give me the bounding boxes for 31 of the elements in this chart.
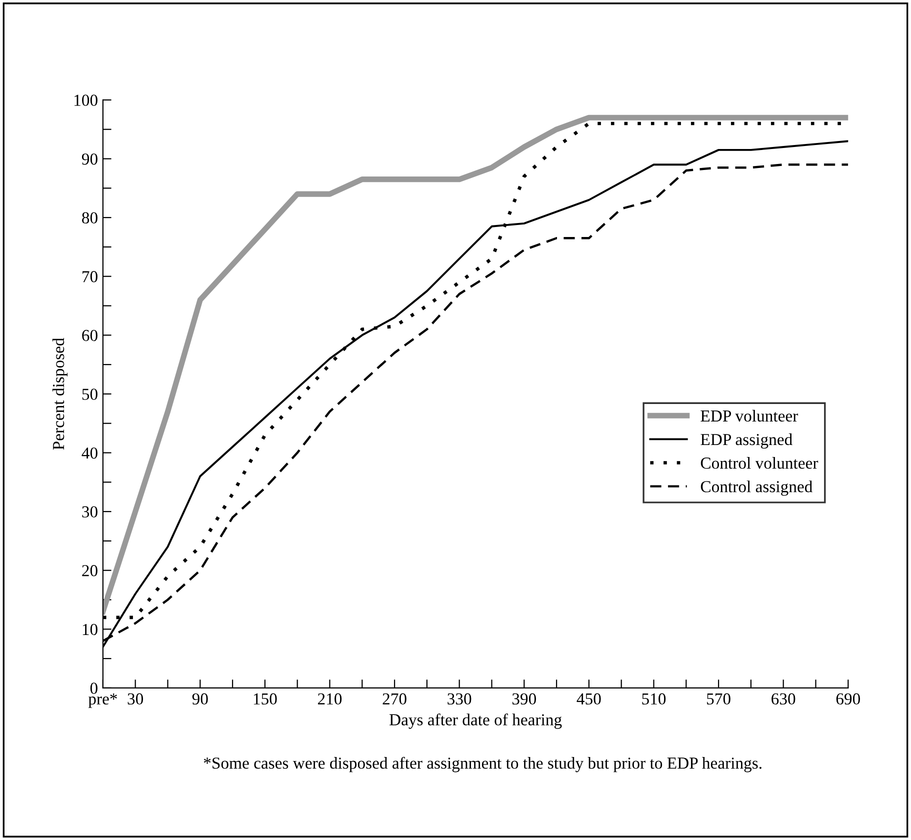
legend-label: EDP volunteer <box>700 410 798 422</box>
legend-label: EDP assigned <box>700 433 792 449</box>
y-tick-label: 10 <box>82 624 98 636</box>
y-tick-label: 80 <box>82 212 98 224</box>
x-tick-label: pre* <box>88 693 117 708</box>
x-tick-label: 630 <box>772 693 796 705</box>
legend-label: Control assigned <box>700 480 812 496</box>
x-tick-label: 30 <box>128 693 144 705</box>
y-tick-label: 30 <box>82 506 98 518</box>
legend-label: Control volunteer <box>700 457 818 469</box>
x-axis-title: Days after date of hearing <box>389 713 562 729</box>
x-tick-label: 90 <box>192 693 208 705</box>
x-tick-label: 510 <box>642 693 666 705</box>
x-tick-label: 450 <box>576 693 601 705</box>
y-tick-label: 100 <box>74 94 98 106</box>
y-tick-label: 60 <box>82 330 98 342</box>
y-tick-label: 20 <box>82 565 98 576</box>
x-tick-label: 690 <box>836 693 860 705</box>
y-tick-label: 40 <box>82 447 98 459</box>
x-tick-label: 150 <box>254 693 277 705</box>
y-tick-label: 50 <box>82 388 98 400</box>
text: *Some cases were disposed after assignment to the study but prior to EDP hearings. <box>204 756 762 772</box>
x-tick-label: 270 <box>382 693 406 705</box>
y-tick-label: 0 <box>90 682 98 694</box>
y-tick-label: 90 <box>82 153 98 165</box>
y-tick-label: 70 <box>82 271 98 282</box>
x-tick-label: 330 <box>448 693 472 705</box>
x-tick-label: 210 <box>318 693 342 705</box>
x-tick-label: 570 <box>707 693 730 705</box>
x-tick-label: 390 <box>512 693 536 705</box>
y-axis-title: Percent disposed <box>52 338 68 450</box>
